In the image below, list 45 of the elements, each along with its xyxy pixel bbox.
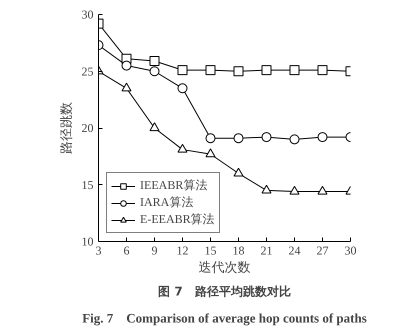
- x-tick-label: 27: [316, 244, 328, 258]
- point: [262, 184, 272, 194]
- legend-label: IEEABR算法: [140, 177, 208, 194]
- x-tick-label: 18: [232, 244, 244, 258]
- point: [178, 83, 188, 94]
- point: [122, 60, 132, 71]
- point: [206, 148, 216, 158]
- point: [290, 134, 300, 144]
- x-tick-label: 12: [176, 244, 188, 258]
- legend-label: IARA算法: [140, 194, 194, 211]
- y-axis-title: 路径跳数: [58, 102, 74, 154]
- point: [234, 168, 244, 176]
- point: [318, 132, 328, 142]
- point: [206, 65, 216, 76]
- x-tick-label: 24: [288, 244, 300, 258]
- x-tick-label: 9: [152, 244, 158, 258]
- point: [234, 133, 244, 144]
- point: [178, 144, 188, 153]
- point: [150, 56, 160, 66]
- text: 图 7 路径平均跳数对比: [158, 284, 291, 298]
- point: [318, 186, 328, 195]
- x-tick-label: 6: [124, 244, 130, 258]
- y-tick-label: 25: [82, 64, 94, 78]
- point: [290, 65, 300, 76]
- x-tick-label: 15: [204, 244, 216, 258]
- point: [122, 82, 132, 92]
- point: [262, 65, 272, 76]
- point: [234, 66, 244, 76]
- point: [318, 65, 328, 76]
- x-tick-label: 3: [96, 244, 102, 258]
- point: [178, 65, 188, 76]
- point: [206, 133, 216, 144]
- y-tick-label: 10: [82, 234, 94, 248]
- x-axis-title: 迭代次数: [198, 260, 250, 274]
- point: [290, 186, 300, 195]
- text: Fig. 7 Comparison of average hop counts of paths: [82, 310, 367, 326]
- x-tick-label: 30: [344, 244, 356, 258]
- point: [262, 132, 272, 142]
- y-tick-label: 15: [82, 178, 94, 192]
- legend-label: E-EEABR算法: [140, 211, 215, 228]
- point: [150, 66, 160, 76]
- y-tick-label: 20: [82, 121, 94, 135]
- x-tick-label: 21: [260, 244, 272, 258]
- point: [150, 122, 160, 132]
- y-tick-label: 30: [82, 8, 94, 22]
